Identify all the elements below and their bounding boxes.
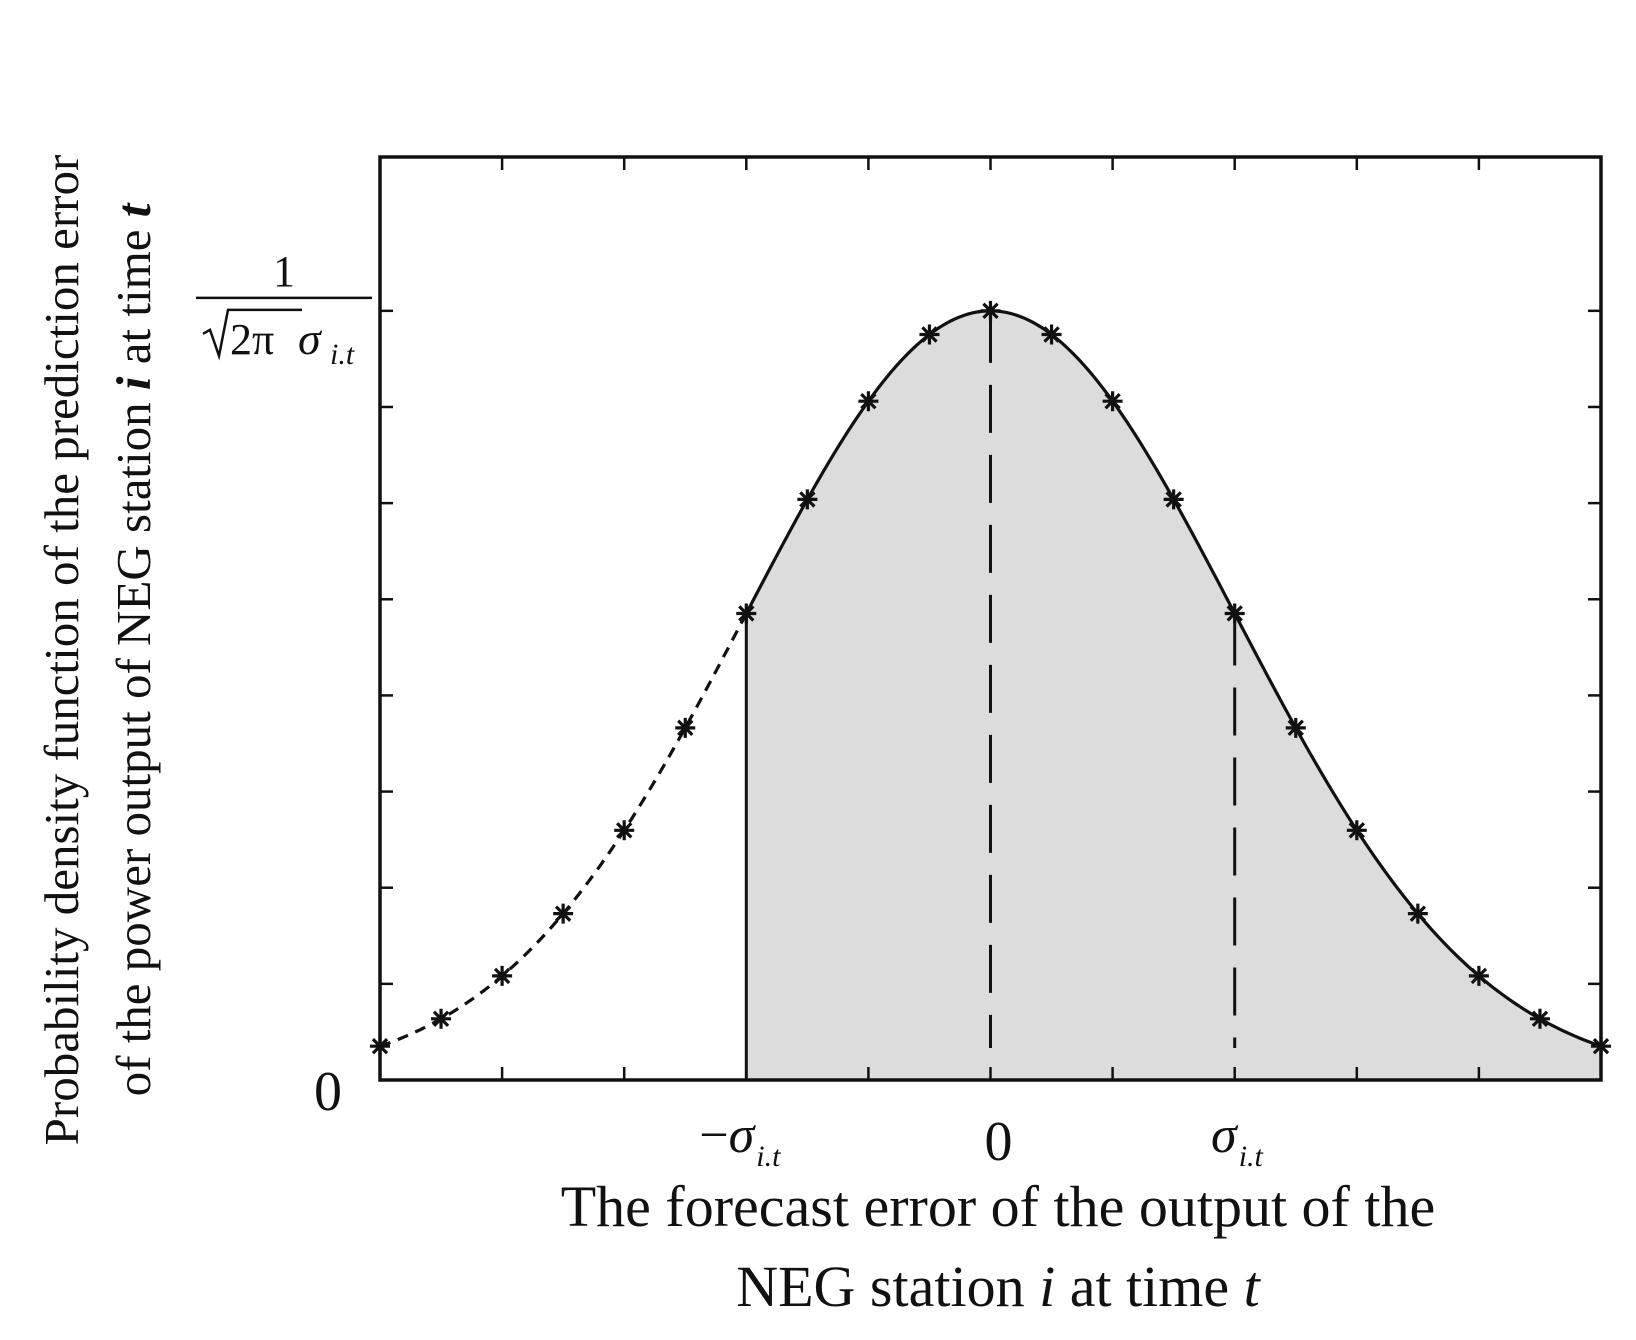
y-axis-title-line2: of the power output of NEG station i at … bbox=[106, 202, 161, 1096]
y-tick-zero-text: 0 bbox=[314, 1061, 342, 1123]
data-point-marker-6 bbox=[736, 603, 757, 624]
data-point-marker-1 bbox=[431, 1008, 452, 1029]
y-tick-peak-sqrt-icon bbox=[202, 308, 302, 361]
y-tick-label-peak: 1 2π σ i.t bbox=[196, 247, 372, 371]
x-tick-pos-sigma-main: σ bbox=[1211, 1107, 1239, 1164]
curve-segment-left-tail bbox=[379, 612, 748, 1048]
y-axis-title: Probability density function of the pred… bbox=[34, 155, 161, 1146]
x-axis-title-line2: NEG station i at time t bbox=[736, 1254, 1261, 1319]
data-point-marker-18 bbox=[1468, 965, 1489, 986]
y-tick-peak-numerator: 1 bbox=[273, 247, 295, 296]
data-point-marker-19 bbox=[1529, 1008, 1550, 1029]
shaded-area bbox=[746, 310, 1601, 1081]
x-tick-pos-sigma-sub: i.t bbox=[1239, 1140, 1264, 1173]
vertical-lines-layer bbox=[744, 314, 1237, 1080]
x-tick-neg-sigma-main: −σ bbox=[699, 1107, 756, 1164]
axes-layer bbox=[378, 155, 1603, 1082]
data-point-marker-9 bbox=[919, 324, 940, 345]
y-axis-title-line1: Probability density function of the pred… bbox=[34, 155, 89, 1146]
x-tick-label-pos-sigma: σ i.t bbox=[1211, 1107, 1263, 1173]
x-tick-zero-text: 0 bbox=[985, 1111, 1013, 1173]
x-tick-label-neg-sigma: −σ i.t bbox=[699, 1107, 781, 1173]
data-point-marker-7 bbox=[797, 489, 818, 510]
y-tick-peak-radicand: 2π bbox=[230, 315, 274, 364]
data-point-marker-4 bbox=[614, 820, 635, 841]
data-point-marker-15 bbox=[1285, 717, 1306, 738]
x-axis-title: The forecast error of the output of the … bbox=[561, 1174, 1435, 1319]
x-tick-neg-sigma-sub: i.t bbox=[756, 1140, 781, 1173]
x-axis-title-line1: The forecast error of the output of the bbox=[561, 1174, 1435, 1239]
data-point-marker-17 bbox=[1407, 903, 1428, 924]
data-point-marker-2 bbox=[492, 965, 513, 986]
data-point-marker-11 bbox=[1041, 324, 1062, 345]
data-point-marker-10 bbox=[980, 300, 1001, 321]
data-point-marker-8 bbox=[858, 391, 879, 412]
data-point-marker-3 bbox=[553, 903, 574, 924]
data-point-marker-12 bbox=[1102, 391, 1123, 412]
data-point-marker-13 bbox=[1163, 489, 1184, 510]
y-tick-peak-sub: i.t bbox=[330, 338, 355, 371]
data-point-marker-16 bbox=[1346, 820, 1367, 841]
data-point-marker-14 bbox=[1224, 603, 1245, 624]
y-tick-label-zero: 0 bbox=[314, 1061, 342, 1123]
data-point-marker-5 bbox=[675, 717, 696, 738]
x-tick-label-zero: 0 bbox=[985, 1111, 1013, 1173]
shaded-area-layer bbox=[746, 310, 1601, 1081]
y-tick-peak-sigma: σ bbox=[298, 313, 323, 364]
